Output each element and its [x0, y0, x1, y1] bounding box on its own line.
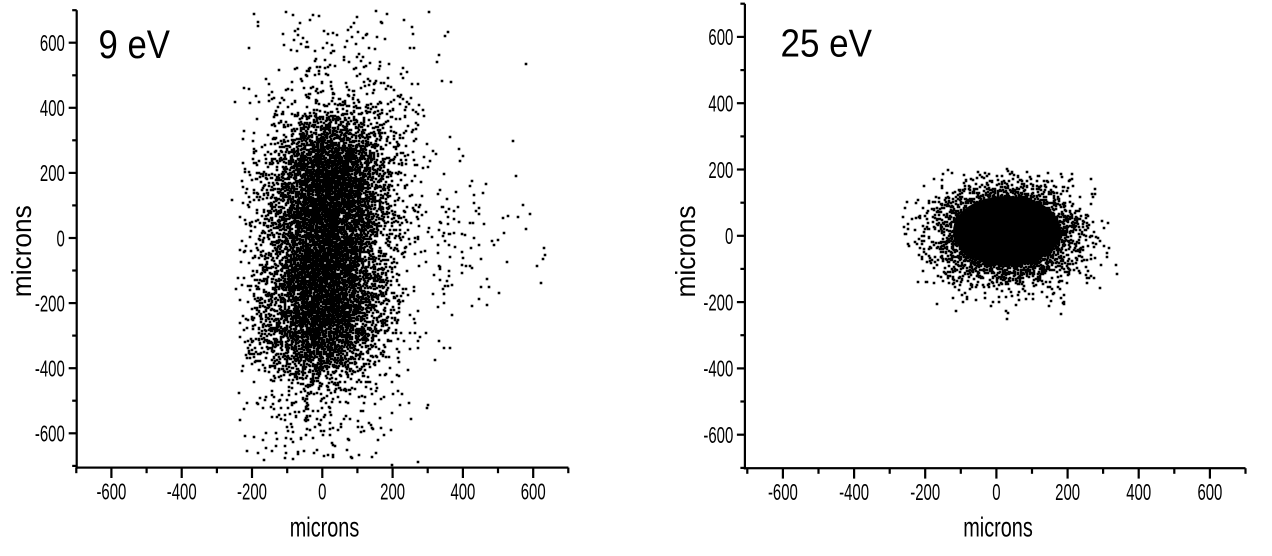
svg-text:-200: -200 — [35, 290, 65, 316]
svg-text:microns: microns — [670, 206, 701, 298]
svg-text:-200: -200 — [910, 479, 940, 505]
svg-text:-400: -400 — [35, 356, 65, 382]
svg-text:200: 200 — [380, 478, 405, 504]
svg-text:microns: microns — [6, 205, 37, 297]
svg-text:0: 0 — [992, 479, 1000, 505]
svg-text:-600: -600 — [96, 478, 126, 504]
svg-text:-200: -200 — [237, 478, 267, 504]
svg-text:600: 600 — [1197, 479, 1222, 505]
svg-text:9 eV: 9 eV — [99, 23, 171, 67]
svg-text:0: 0 — [318, 478, 326, 504]
svg-text:microns: microns — [290, 511, 360, 542]
svg-text:microns: microns — [963, 512, 1033, 543]
svg-text:-400: -400 — [839, 479, 869, 505]
svg-text:-400: -400 — [703, 356, 733, 382]
svg-text:0: 0 — [57, 225, 65, 251]
svg-text:400: 400 — [1126, 479, 1151, 505]
svg-text:-600: -600 — [768, 479, 798, 505]
svg-text:400: 400 — [450, 478, 475, 504]
svg-text:200: 200 — [708, 157, 733, 183]
svg-text:-400: -400 — [167, 478, 197, 504]
svg-text:600: 600 — [521, 478, 546, 504]
svg-text:-200: -200 — [703, 289, 733, 315]
svg-text:-600: -600 — [35, 421, 65, 447]
svg-text:0: 0 — [725, 223, 733, 249]
svg-text:200: 200 — [1055, 479, 1080, 505]
svg-text:600: 600 — [40, 30, 65, 56]
svg-text:600: 600 — [708, 24, 733, 50]
svg-text:200: 200 — [40, 160, 65, 186]
svg-text:400: 400 — [708, 91, 733, 117]
svg-text:25 eV: 25 eV — [781, 23, 873, 66]
svg-text:-600: -600 — [703, 422, 733, 448]
svg-text:400: 400 — [40, 95, 65, 121]
